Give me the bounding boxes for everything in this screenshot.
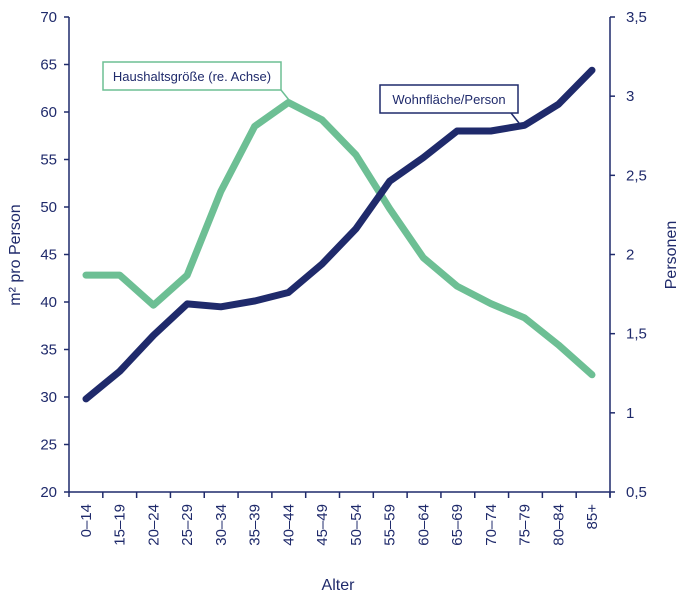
annotation-box-wohnflaeche bbox=[379, 84, 519, 114]
y-left-tick-label: 55 bbox=[40, 152, 57, 169]
y-left-tick-label: 20 bbox=[40, 484, 57, 501]
y-left-tick-label: 60 bbox=[40, 104, 57, 121]
y-left-tick-label: 45 bbox=[40, 247, 57, 264]
x-axis-title: Alter bbox=[322, 577, 356, 594]
series-line-wohnflaeche bbox=[82, 66, 596, 403]
y-left-tick-label: 70 bbox=[40, 9, 57, 26]
x-tick-label: 0–14 bbox=[78, 504, 95, 537]
series-line-haushaltsgroesse bbox=[82, 99, 596, 379]
y-right-tick-label: 1 bbox=[626, 405, 634, 422]
x-tick-label: 60–64 bbox=[415, 504, 432, 546]
x-tick-label: 40–44 bbox=[280, 504, 297, 546]
annotation-layer: Haushaltsgröße (re. Achse) Wohnfläche/Per… bbox=[102, 61, 520, 124]
series-layer bbox=[82, 66, 596, 403]
y-axis-right-title: Personen bbox=[663, 221, 680, 290]
annotation-text-wohnflaeche: Wohnfläche/Person bbox=[392, 92, 505, 107]
y-left-tick-label: 25 bbox=[40, 437, 57, 454]
y-right-tick-label: 3 bbox=[626, 88, 634, 105]
x-tick-label: 20–24 bbox=[145, 504, 162, 546]
x-tick-label: 45–49 bbox=[314, 504, 331, 546]
x-tick-label: 75–79 bbox=[517, 504, 534, 546]
y-left-tick-label: 40 bbox=[40, 294, 57, 311]
x-tick-label: 70–74 bbox=[483, 504, 500, 546]
y-left-tick-label: 35 bbox=[40, 342, 57, 359]
x-tick-label: 65–69 bbox=[449, 504, 466, 546]
y-right-tick-label: 1,5 bbox=[626, 326, 647, 343]
annotation-text-haushaltsgroesse: Haushaltsgröße (re. Achse) bbox=[113, 69, 271, 84]
annotation-leader-haushaltsgroesse bbox=[280, 89, 290, 101]
x-tick-label: 85+ bbox=[584, 504, 601, 530]
x-tick-label: 15–19 bbox=[112, 504, 129, 546]
axes: 20 25 30 35 40 45 50 55 60 65 70 0,5 1 1,5 2 2,5 3 3,5 0–1… bbox=[40, 9, 647, 546]
y-right-tick-label: 3,5 bbox=[626, 9, 647, 26]
x-tick-label: 35–39 bbox=[247, 504, 264, 546]
y-left-tick-label: 50 bbox=[40, 199, 57, 216]
x-tick-label: 50–54 bbox=[348, 504, 365, 546]
annotation-leader-wohnflaeche bbox=[510, 112, 520, 124]
y-left-tick-label: 65 bbox=[40, 57, 57, 74]
annotation-box-haushaltsgroesse bbox=[102, 61, 282, 91]
y-right-tick-label: 0,5 bbox=[626, 484, 647, 501]
x-tick-label: 80–84 bbox=[550, 504, 567, 546]
y-right-tick-label: 2 bbox=[626, 247, 634, 264]
x-tick-label: 30–34 bbox=[213, 504, 230, 546]
y-axis-left-title: m² pro Person bbox=[7, 204, 24, 305]
y-left-tick-label: 30 bbox=[40, 389, 57, 406]
x-tick-label: 55–59 bbox=[382, 504, 399, 546]
y-right-tick-label: 2,5 bbox=[626, 167, 647, 184]
x-tick-label: 25–29 bbox=[179, 504, 196, 546]
